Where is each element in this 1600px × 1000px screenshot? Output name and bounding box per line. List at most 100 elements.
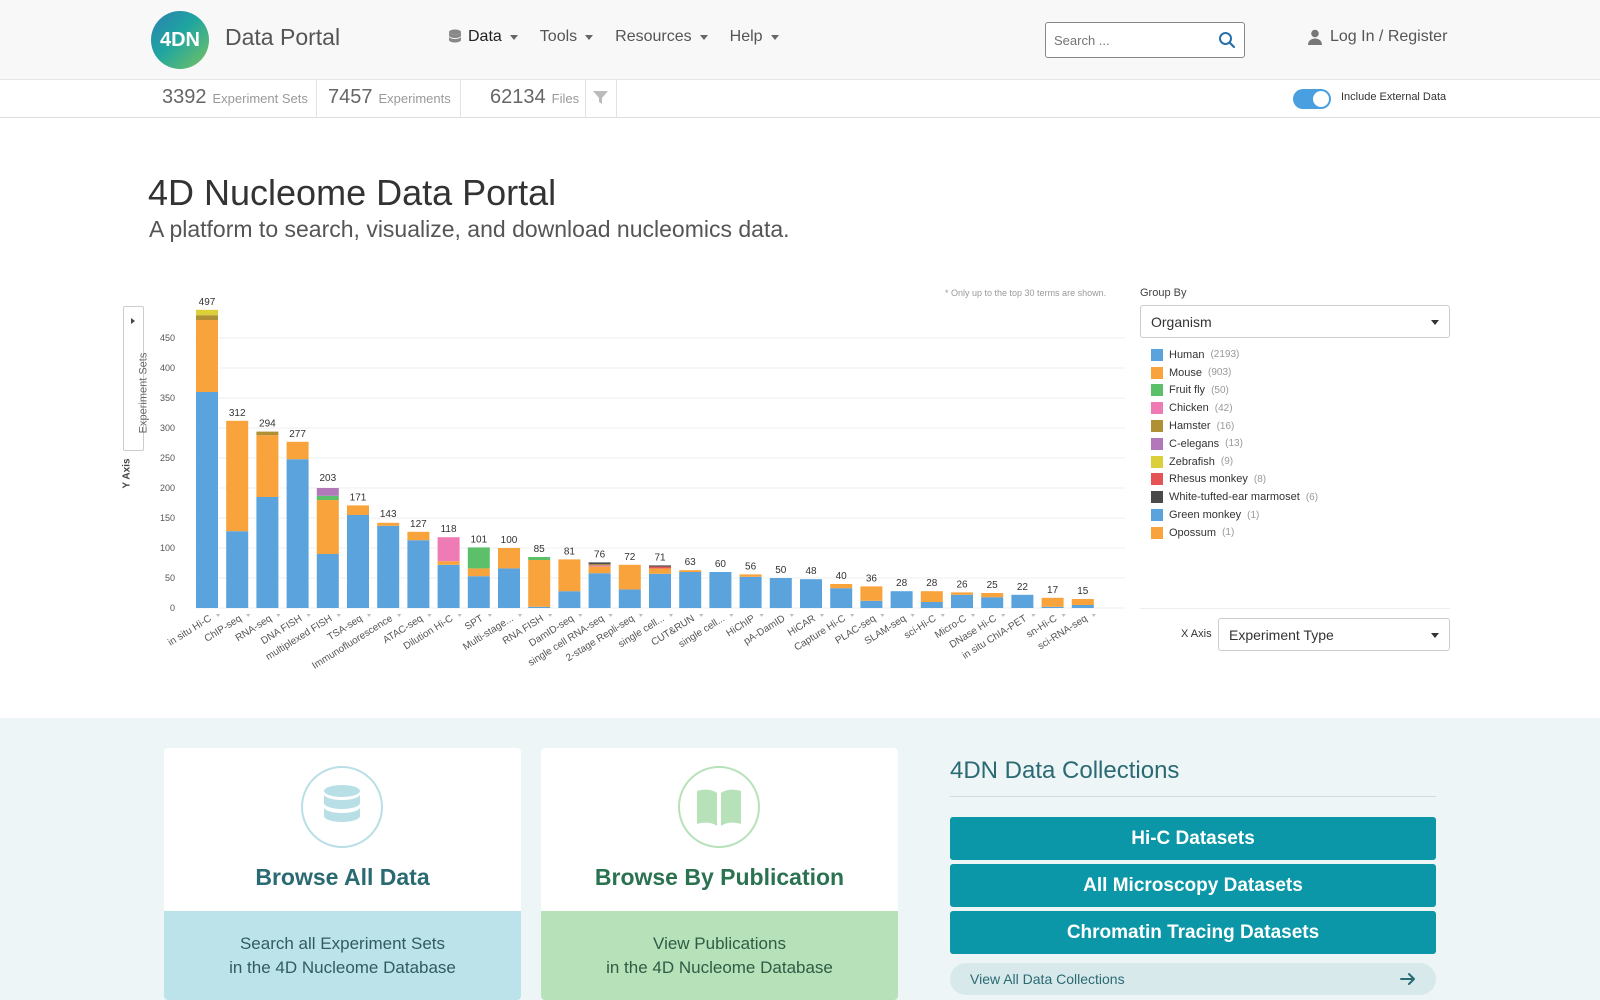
nav-resources[interactable]: Resources — [615, 28, 708, 46]
bar-segment[interactable] — [256, 431, 279, 436]
bar-segment[interactable] — [830, 588, 853, 608]
search-input[interactable] — [1046, 23, 1206, 57]
bar-segment[interactable] — [981, 593, 1004, 598]
bar-segment[interactable] — [618, 589, 641, 608]
bar-segment[interactable] — [256, 435, 279, 497]
bar-segment[interactable] — [196, 392, 218, 608]
nav-data[interactable]: Data — [448, 28, 518, 46]
bar-segment[interactable] — [467, 576, 490, 608]
browse-by-publication-card[interactable]: Browse By Publication View Publications … — [541, 748, 898, 1000]
legend-item[interactable]: Fruit fly (50) — [1151, 382, 1318, 400]
bar-segment[interactable] — [1071, 599, 1094, 605]
search-icon[interactable] — [1218, 31, 1236, 49]
bar-segment[interactable] — [196, 320, 218, 392]
bar-segment[interactable] — [286, 441, 309, 460]
bar-segment[interactable] — [588, 573, 611, 608]
bar-segment[interactable] — [920, 602, 943, 608]
bar-segment[interactable] — [528, 560, 551, 607]
bar-segment[interactable] — [226, 420, 249, 532]
stat-experiment-sets[interactable]: 3392 Experiment Sets — [162, 86, 308, 109]
bar-segment[interactable] — [256, 497, 279, 608]
nav-help[interactable]: Help — [730, 28, 779, 46]
bar-segment[interactable] — [588, 565, 611, 567]
bar-segment[interactable] — [558, 591, 581, 608]
legend-item[interactable]: Rhesus monkey (8) — [1151, 471, 1318, 489]
bar-segment[interactable] — [196, 309, 218, 316]
bar-segment[interactable] — [1041, 606, 1064, 608]
bar-segment[interactable] — [437, 537, 460, 562]
bar-segment[interactable] — [467, 568, 490, 577]
legend-item[interactable]: C-elegans (13) — [1151, 435, 1318, 453]
bar-segment[interactable] — [1011, 594, 1034, 608]
legend-item[interactable]: Hamster (16) — [1151, 417, 1318, 435]
bar-segment[interactable] — [679, 570, 702, 572]
bar-segment[interactable] — [196, 315, 218, 320]
legend-item[interactable]: White-tufted-ear marmoset (6) — [1151, 488, 1318, 506]
logo-icon[interactable]: 4DN — [151, 11, 209, 69]
bar-segment[interactable] — [890, 591, 913, 608]
include-external-toggle[interactable] — [1293, 89, 1331, 109]
legend-item[interactable]: Zebrafish (9) — [1151, 453, 1318, 471]
bar-segment[interactable] — [769, 578, 792, 608]
stat-files[interactable]: 62134 Files — [490, 86, 579, 109]
stat-experiments[interactable]: 7457 Experiments — [328, 86, 451, 109]
bar-segment[interactable] — [377, 525, 400, 608]
bar-segment[interactable] — [1041, 597, 1064, 607]
bar-segment[interactable] — [316, 495, 339, 500]
bar-segment[interactable] — [286, 459, 309, 608]
filter-icon[interactable] — [593, 91, 608, 105]
bar-segment[interactable] — [407, 531, 430, 541]
bar-segment[interactable] — [316, 488, 339, 496]
x-axis-dropdown[interactable]: Experiment Type — [1218, 618, 1450, 651]
bar-segment[interactable] — [467, 547, 490, 569]
bar-segment[interactable] — [649, 568, 671, 574]
bar-segment[interactable] — [347, 515, 369, 608]
bar-segment[interactable] — [739, 576, 762, 608]
bar-segment[interactable] — [679, 572, 702, 608]
bar-segment[interactable] — [588, 566, 611, 574]
bar-segment[interactable] — [739, 574, 762, 577]
bar-segment[interactable] — [528, 557, 551, 560]
bar-segment[interactable] — [618, 564, 641, 590]
microscopy-datasets-button[interactable]: All Microscopy Datasets — [950, 864, 1436, 907]
bar-segment[interactable] — [860, 600, 883, 608]
group-by-dropdown[interactable]: Organism — [1140, 305, 1450, 338]
view-all-collections-link[interactable]: View All Data Collections — [950, 963, 1436, 995]
brand-title[interactable]: Data Portal — [225, 24, 341, 50]
y-axis-selector-button[interactable]: Experiment Sets — [123, 306, 149, 451]
bar-segment[interactable] — [860, 586, 883, 601]
bar-segment[interactable] — [437, 561, 460, 565]
bar-segment[interactable] — [558, 559, 581, 592]
login-link[interactable]: Log In / Register — [1308, 28, 1447, 46]
bar-segment[interactable] — [981, 597, 1004, 608]
bar-segment[interactable] — [649, 565, 671, 567]
bar-segment[interactable] — [316, 554, 339, 608]
legend-item[interactable]: Mouse (903) — [1151, 364, 1318, 382]
legend-item[interactable]: Green monkey (1) — [1151, 506, 1318, 524]
bar-segment[interactable] — [800, 579, 822, 608]
legend-item[interactable]: Human (2193) — [1151, 346, 1318, 364]
bar-segment[interactable] — [437, 564, 460, 608]
bar-segment[interactable] — [498, 548, 520, 569]
bar-segment[interactable] — [377, 522, 400, 526]
bar-segment[interactable] — [347, 505, 369, 515]
nav-tools[interactable]: Tools — [540, 28, 594, 46]
hic-datasets-button[interactable]: Hi-C Datasets — [950, 817, 1436, 860]
bar-segment[interactable] — [498, 568, 520, 608]
bar-segment[interactable] — [951, 594, 973, 608]
bar-segment[interactable] — [830, 584, 853, 589]
bar-segment[interactable] — [316, 500, 339, 554]
bar-segment[interactable] — [1071, 605, 1094, 608]
bar-segment[interactable] — [588, 562, 611, 565]
bar-segment[interactable] — [649, 566, 671, 569]
chromatin-tracing-button[interactable]: Chromatin Tracing Datasets — [950, 911, 1436, 954]
bar-segment[interactable] — [588, 564, 611, 566]
browse-all-card[interactable]: Browse All Data Search all Experiment Se… — [164, 748, 521, 1000]
bar-segment[interactable] — [920, 591, 943, 602]
bar-segment[interactable] — [226, 531, 249, 608]
legend-item[interactable]: Opossum (1) — [1151, 524, 1318, 542]
bar-segment[interactable] — [528, 606, 551, 608]
bar-segment[interactable] — [649, 573, 671, 608]
bar-segment[interactable] — [407, 540, 430, 608]
bar-segment[interactable] — [951, 592, 973, 595]
